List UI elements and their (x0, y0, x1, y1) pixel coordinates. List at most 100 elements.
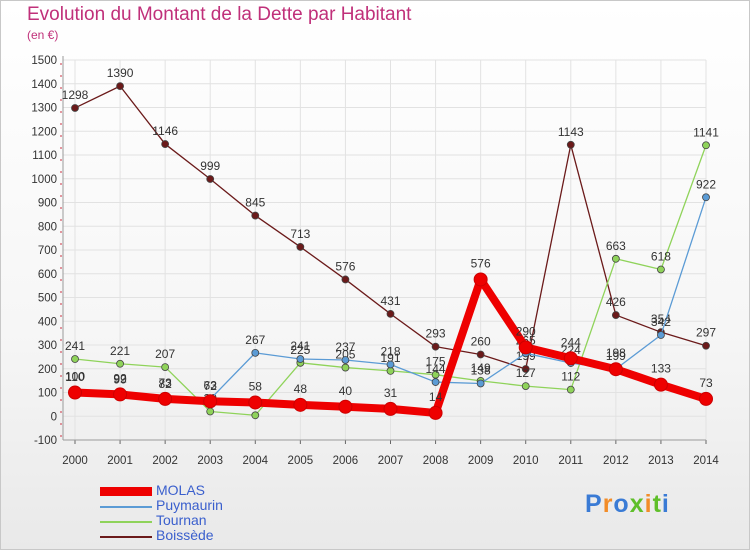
data-point (206, 175, 215, 183)
chart-legend: MOLAS Puymaurin Tournan Boissède (100, 482, 300, 544)
data-label: 138 (471, 363, 491, 377)
x-tick-label: 2005 (288, 455, 314, 467)
data-point (251, 411, 260, 420)
data-label: 14 (429, 390, 443, 404)
x-tick-label: 2000 (62, 455, 88, 467)
data-point (341, 363, 350, 372)
x-tick-label: 2012 (603, 455, 629, 467)
data-label: 144 (426, 362, 446, 376)
data-label: 48 (294, 382, 308, 396)
chart-unit: (en €) (27, 28, 59, 42)
data-point (518, 340, 533, 355)
y-tick-label: 600 (38, 269, 57, 281)
data-point (702, 193, 710, 202)
data-label: 99 (113, 373, 127, 387)
x-tick-label: 2002 (152, 455, 178, 467)
data-label: 221 (110, 344, 130, 358)
logo-letter: r (602, 490, 614, 518)
data-label: 999 (200, 159, 220, 173)
data-label: 922 (696, 177, 716, 191)
data-label: 576 (471, 256, 491, 270)
logo-letter: P (585, 490, 603, 518)
data-label: 244 (561, 335, 581, 349)
data-point (116, 359, 124, 368)
x-tick-label: 2008 (423, 455, 449, 467)
data-label: 576 (335, 259, 355, 273)
data-label: 58 (249, 379, 263, 393)
data-point (611, 254, 620, 263)
y-tick-label: 300 (38, 340, 57, 352)
y-tick-label: -100 (34, 435, 57, 447)
data-point (702, 141, 710, 150)
data-label: 112 (561, 370, 580, 384)
y-tick-label: 1100 (32, 150, 57, 162)
data-label: 237 (335, 340, 355, 354)
data-point (702, 341, 710, 350)
y-tick-label: 900 (38, 198, 57, 210)
data-point (341, 275, 350, 284)
data-point (116, 82, 124, 91)
data-label: 1143 (558, 125, 584, 139)
data-label: 297 (696, 326, 716, 340)
data-point (338, 399, 353, 414)
logo-letter: i (661, 490, 670, 518)
data-label: 63 (204, 378, 218, 392)
x-tick-label: 2004 (242, 455, 268, 467)
data-point (431, 342, 440, 351)
data-point (71, 355, 79, 363)
data-label: 191 (380, 351, 400, 365)
y-tick-label: 100 (38, 388, 57, 400)
data-point (657, 331, 665, 339)
data-point (161, 140, 170, 148)
legend-item: MOLAS (100, 482, 300, 499)
legend-label: MOLAS (156, 482, 206, 498)
data-label: 663 (606, 239, 626, 253)
x-tick-label: 2013 (648, 455, 674, 467)
x-tick-label: 2011 (558, 455, 583, 467)
legend-label: Puymaurin (156, 497, 223, 513)
x-tick-label: 2009 (468, 455, 494, 467)
data-point (386, 309, 395, 318)
data-label: 225 (290, 343, 310, 357)
data-label: 1146 (152, 124, 178, 138)
data-label: 110 (65, 370, 84, 384)
data-point (341, 356, 350, 364)
data-point (431, 378, 440, 386)
data-label: 845 (245, 196, 265, 210)
data-label: 426 (606, 295, 626, 309)
data-point (657, 265, 665, 274)
legend-item: Puymaurin (100, 497, 300, 514)
data-point (296, 355, 305, 363)
legend-label: Boissède (156, 527, 214, 543)
data-point (473, 272, 488, 287)
data-label: 72 (204, 379, 218, 393)
legend-item: Boissède (100, 527, 300, 544)
data-point (68, 385, 82, 400)
legend-swatch (100, 487, 152, 496)
chart-title: Evolution du Montant de la Dette par Hab… (27, 4, 412, 25)
data-label: 293 (426, 327, 446, 341)
data-label: 199 (606, 349, 626, 363)
data-point (248, 395, 263, 410)
data-label: 82 (158, 377, 172, 391)
data-point (386, 366, 395, 375)
data-point (608, 362, 623, 377)
data-label: 92 (113, 371, 127, 385)
y-tick-label: 1500 (31, 55, 57, 67)
data-label: 175 (426, 355, 446, 369)
data-point (563, 351, 578, 366)
data-label: 207 (155, 347, 175, 361)
data-label: 290 (516, 324, 536, 338)
data-point (566, 385, 575, 394)
logo-letter: x (629, 490, 645, 518)
legend-swatch (100, 506, 152, 508)
data-point (699, 391, 713, 406)
y-tick-label: 0 (51, 411, 57, 423)
data-label: 218 (380, 344, 400, 358)
data-label: 31 (384, 386, 398, 400)
legend-item: Tournan (100, 513, 300, 529)
data-label: 205 (335, 348, 355, 362)
data-label: 241 (65, 339, 85, 353)
data-label: 149 (471, 361, 491, 375)
